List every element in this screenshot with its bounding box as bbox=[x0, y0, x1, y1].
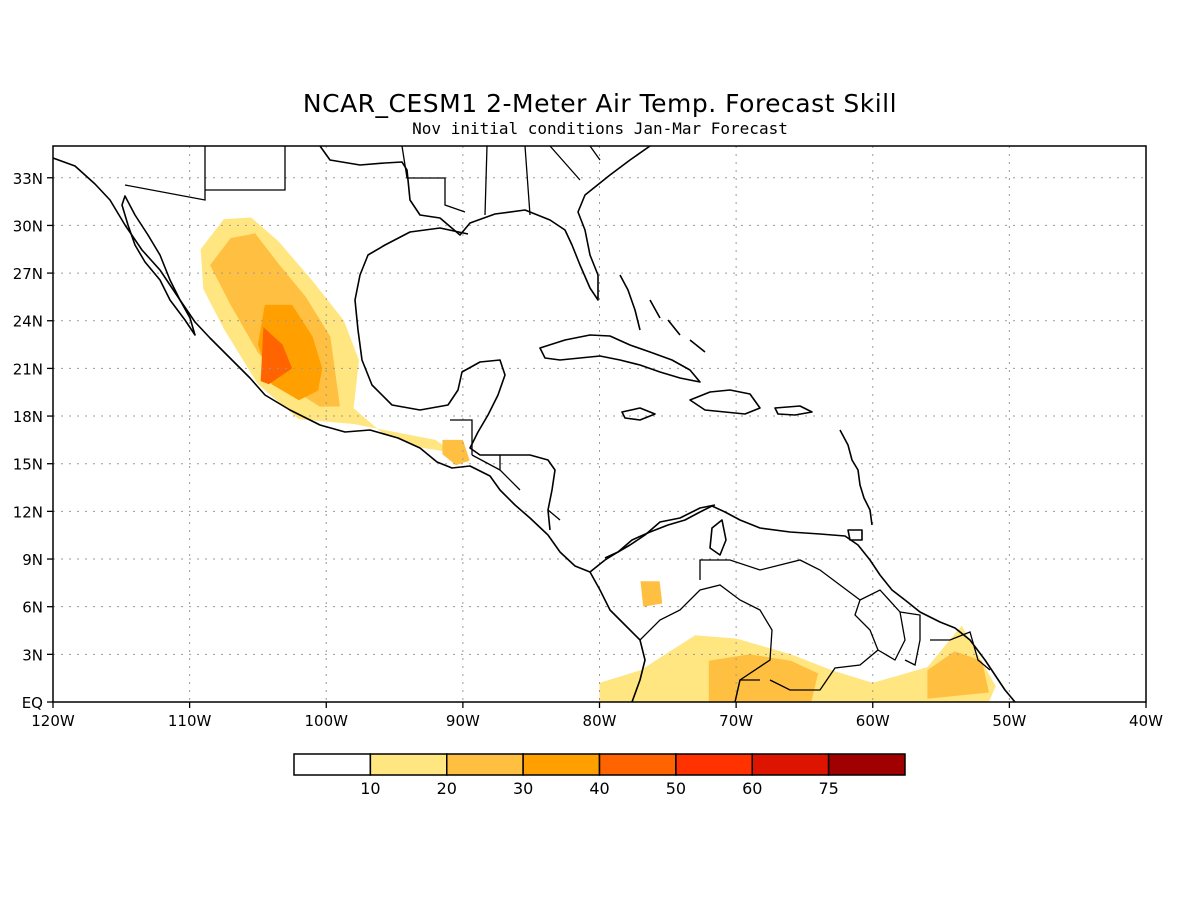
colorbar-swatch bbox=[598, 753, 677, 776]
country-borders-layer bbox=[124, 146, 991, 702]
colorbar-label: 20 bbox=[437, 779, 457, 798]
skill-region-guiana-east-7 bbox=[927, 651, 989, 699]
colorbar-label: 30 bbox=[513, 779, 533, 798]
colorbar-swatch bbox=[675, 753, 753, 776]
x-axis-ticks: 120W 110W 100W 90W 80W 70W 60W 50W 40W bbox=[31, 702, 1163, 730]
skill-region-colombia-spot-8 bbox=[640, 581, 663, 607]
colorbar-swatch bbox=[827, 753, 906, 776]
y-tick-label: 6N bbox=[22, 599, 43, 617]
skill-shading-layer bbox=[200, 217, 996, 702]
y-tick-label: 24N bbox=[13, 313, 43, 331]
colorbar-label: 50 bbox=[666, 779, 686, 798]
x-tick-label: 100W bbox=[305, 712, 349, 730]
x-tick-label: 50W bbox=[992, 712, 1026, 730]
x-tick-label: 60W bbox=[856, 712, 890, 730]
y-tick-label: 27N bbox=[13, 265, 43, 283]
colorbar-swatch bbox=[293, 753, 372, 776]
colorbar-swatch bbox=[446, 753, 524, 776]
map-title: NCAR_CESM1 2-Meter Air Temp. Forecast Sk… bbox=[303, 89, 897, 118]
y-axis-ticks: EQ 3N 6N 9N 12N 15N 18N 21N 24N 27N 30N 33N bbox=[13, 170, 53, 712]
x-tick-label: 80W bbox=[583, 712, 617, 730]
colorbar-swatch bbox=[369, 753, 448, 776]
colorbar-label: 40 bbox=[589, 779, 609, 798]
colorbar-label: 60 bbox=[742, 779, 762, 798]
x-tick-label: 70W bbox=[719, 712, 753, 730]
y-tick-label: 30N bbox=[13, 217, 43, 235]
skill-region-colombia-south-5 bbox=[599, 625, 996, 702]
skill-region-mexico-west-core-3 bbox=[260, 327, 293, 385]
y-tick-label: 15N bbox=[13, 456, 43, 474]
y-tick-label: 18N bbox=[13, 408, 43, 426]
skill-region-guatemala-4 bbox=[442, 439, 470, 466]
colorbar-label: 75 bbox=[818, 779, 838, 798]
y-tick-label: 9N bbox=[22, 551, 43, 569]
y-tick-label: 3N bbox=[22, 646, 43, 664]
colorbar-label: 10 bbox=[360, 779, 380, 798]
map-subtitle: Nov initial conditions Jan-Mar Forecast bbox=[412, 119, 788, 138]
y-tick-label: 12N bbox=[13, 503, 43, 521]
x-tick-label: 90W bbox=[446, 712, 480, 730]
y-tick-label: EQ bbox=[22, 694, 43, 712]
colorbar-swatch bbox=[522, 753, 601, 776]
colorbar: 10 20 30 40 50 60 75 bbox=[293, 753, 906, 798]
y-tick-label: 33N bbox=[13, 170, 43, 188]
y-tick-label: 21N bbox=[13, 360, 43, 378]
coastlines-layer bbox=[53, 146, 1016, 702]
x-tick-label: 40W bbox=[1129, 712, 1163, 730]
x-tick-label: 120W bbox=[31, 712, 75, 730]
colorbar-swatch bbox=[751, 753, 830, 776]
x-tick-label: 110W bbox=[168, 712, 212, 730]
